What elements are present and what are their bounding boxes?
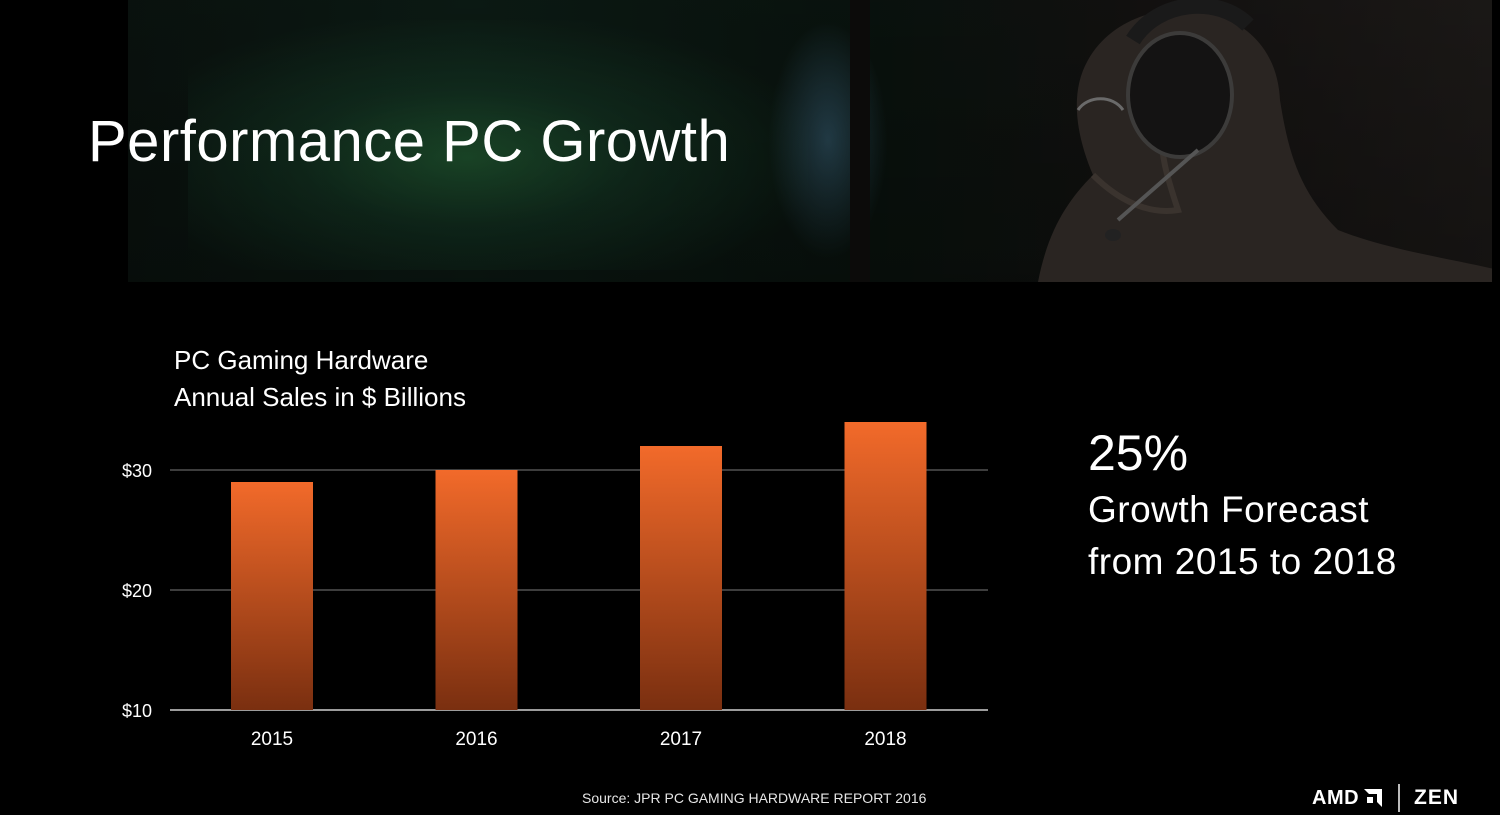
growth-stat: 25% Growth Forecast from 2015 to 2018 [1088, 422, 1397, 588]
bar-chart-svg: $10 $20 $30 2015 2016 2017 2018 [122, 422, 988, 750]
growth-caption-line-1: Growth Forecast [1088, 489, 1369, 530]
y-tick-label: $10 [122, 701, 152, 721]
source-note: Source: JPR PC GAMING HARDWARE REPORT 20… [582, 790, 927, 806]
bar-chart: $10 $20 $30 2015 2016 2017 2018 [0, 300, 1040, 770]
chart-title-line-2: Annual Sales in $ Billions [174, 382, 466, 412]
growth-caption-line-2: from 2015 to 2018 [1088, 541, 1397, 582]
y-tick-label: $30 [122, 461, 152, 481]
x-tick-label: 2017 [660, 729, 702, 750]
bar-2015 [231, 482, 313, 710]
gamer-silhouette-icon [1038, 0, 1492, 282]
slide-title: Performance PC Growth [88, 109, 731, 174]
zen-logo: ZEN [1414, 786, 1460, 809]
amd-arrow-icon [1364, 789, 1383, 807]
amd-logo: AMD [1312, 786, 1383, 810]
chart-title-line-1: PC Gaming Hardware [174, 345, 429, 375]
hero-photo [128, 0, 1492, 282]
y-tick-label: $20 [122, 581, 152, 601]
brand-logos: AMD ZEN [1312, 784, 1459, 812]
x-tick-label: 2015 [251, 729, 293, 750]
bar-2018 [844, 422, 927, 710]
bar-2017 [640, 446, 722, 710]
monitor-bezel [850, 0, 870, 282]
x-tick-label: 2018 [864, 729, 906, 750]
monitor-glow [188, 20, 808, 270]
chart-title: PC Gaming Hardware Annual Sales in $ Bil… [174, 342, 466, 416]
amd-logo-text: AMD [1312, 786, 1360, 809]
logo-separator [1398, 784, 1401, 812]
bar-2016 [435, 470, 518, 710]
growth-percent: 25% [1088, 425, 1189, 481]
x-tick-label: 2016 [455, 729, 497, 750]
